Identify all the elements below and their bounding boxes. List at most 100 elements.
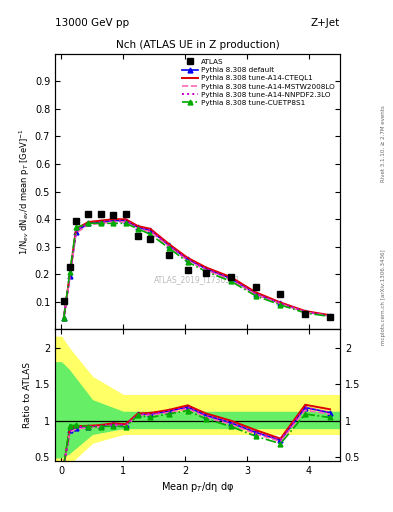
Pythia 8.308 tune-A14-MSTW2008LO xyxy=(303,309,308,315)
Pythia 8.308 tune-A14-NNPDF2.3LO xyxy=(278,300,283,306)
ATLAS xyxy=(185,267,190,273)
Pythia 8.308 tune-CUETP8S1 xyxy=(328,313,332,319)
Pythia 8.308 default xyxy=(61,315,66,322)
Pythia 8.308 tune-CUETP8S1 xyxy=(99,220,103,226)
Pythia 8.308 tune-A14-CTEQL1 xyxy=(167,241,171,247)
Y-axis label: 1/N$_{ev}$ dN$_{ev}$/d mean p$_T$ [GeV]$^{-1}$: 1/N$_{ev}$ dN$_{ev}$/d mean p$_T$ [GeV]$… xyxy=(18,129,32,255)
Text: mcplots.cern.ch [arXiv:1306.3436]: mcplots.cern.ch [arXiv:1306.3436] xyxy=(381,249,386,345)
Pythia 8.308 tune-A14-CTEQL1 xyxy=(99,218,103,224)
Pythia 8.308 tune-CUETP8S1 xyxy=(303,310,308,316)
ATLAS xyxy=(99,210,103,217)
Pythia 8.308 tune-A14-NNPDF2.3LO xyxy=(61,315,66,322)
Pythia 8.308 tune-CUETP8S1 xyxy=(61,315,66,322)
Pythia 8.308 default xyxy=(99,219,103,225)
Pythia 8.308 tune-A14-NNPDF2.3LO xyxy=(204,266,209,272)
Pythia 8.308 tune-A14-CTEQL1 xyxy=(204,264,209,270)
Pythia 8.308 tune-CUETP8S1 xyxy=(136,226,140,232)
Pythia 8.308 tune-A14-MSTW2008LO xyxy=(167,244,171,250)
Line: Pythia 8.308 tune-A14-CTEQL1: Pythia 8.308 tune-A14-CTEQL1 xyxy=(64,219,330,318)
Line: Pythia 8.308 tune-A14-NNPDF2.3LO: Pythia 8.308 tune-A14-NNPDF2.3LO xyxy=(64,221,330,318)
Pythia 8.308 tune-CUETP8S1 xyxy=(278,302,283,308)
Pythia 8.308 tune-A14-MSTW2008LO xyxy=(99,220,103,226)
Pythia 8.308 default xyxy=(229,275,233,282)
Pythia 8.308 tune-A14-NNPDF2.3LO xyxy=(111,218,116,224)
ATLAS xyxy=(167,252,171,258)
Pythia 8.308 tune-A14-MSTW2008LO xyxy=(148,228,153,234)
Text: ATLAS_2019_I1736531: ATLAS_2019_I1736531 xyxy=(154,275,241,284)
Pythia 8.308 default xyxy=(185,256,190,262)
ATLAS xyxy=(111,212,116,218)
Text: 13000 GeV pp: 13000 GeV pp xyxy=(55,18,129,28)
Pythia 8.308 tune-CUETP8S1 xyxy=(123,220,128,226)
Title: Nch (ATLAS UE in Z production): Nch (ATLAS UE in Z production) xyxy=(116,40,279,50)
ATLAS xyxy=(148,236,153,242)
ATLAS xyxy=(328,314,332,320)
Pythia 8.308 tune-CUETP8S1 xyxy=(74,224,79,230)
Pythia 8.308 default xyxy=(111,218,116,224)
Pythia 8.308 tune-A14-CTEQL1 xyxy=(61,315,66,322)
Pythia 8.308 tune-A14-MSTW2008LO xyxy=(278,301,283,307)
Pythia 8.308 tune-A14-MSTW2008LO xyxy=(68,274,72,280)
ATLAS xyxy=(229,274,233,280)
Pythia 8.308 tune-A14-MSTW2008LO xyxy=(185,258,190,264)
Pythia 8.308 tune-A14-NNPDF2.3LO xyxy=(303,309,308,315)
Pythia 8.308 tune-CUETP8S1 xyxy=(204,268,209,274)
Pythia 8.308 tune-A14-NNPDF2.3LO xyxy=(328,313,332,319)
Pythia 8.308 default xyxy=(148,227,153,233)
Pythia 8.308 tune-A14-MSTW2008LO xyxy=(253,291,258,297)
Pythia 8.308 tune-A14-MSTW2008LO xyxy=(328,313,332,319)
Pythia 8.308 default xyxy=(278,300,283,306)
Pythia 8.308 tune-A14-CTEQL1 xyxy=(74,226,79,232)
Pythia 8.308 default xyxy=(74,228,79,234)
ATLAS xyxy=(136,232,140,239)
Pythia 8.308 tune-A14-CTEQL1 xyxy=(253,289,258,295)
Y-axis label: Ratio to ATLAS: Ratio to ATLAS xyxy=(23,362,32,428)
Pythia 8.308 tune-CUETP8S1 xyxy=(253,293,258,299)
ATLAS xyxy=(303,311,308,317)
Pythia 8.308 tune-A14-NNPDF2.3LO xyxy=(123,218,128,224)
Pythia 8.308 tune-CUETP8S1 xyxy=(68,268,72,274)
Pythia 8.308 tune-A14-CTEQL1 xyxy=(328,312,332,318)
Line: Pythia 8.308 tune-A14-MSTW2008LO: Pythia 8.308 tune-A14-MSTW2008LO xyxy=(64,222,330,318)
ATLAS xyxy=(61,297,66,304)
Pythia 8.308 tune-A14-NNPDF2.3LO xyxy=(148,227,153,233)
Pythia 8.308 default xyxy=(86,220,91,226)
Pythia 8.308 tune-A14-NNPDF2.3LO xyxy=(229,275,233,282)
Pythia 8.308 default xyxy=(303,309,308,315)
Pythia 8.308 tune-A14-MSTW2008LO xyxy=(136,226,140,232)
Pythia 8.308 tune-A14-MSTW2008LO xyxy=(229,277,233,283)
Pythia 8.308 tune-A14-CTEQL1 xyxy=(148,226,153,232)
ATLAS xyxy=(86,210,91,217)
Pythia 8.308 tune-A14-NNPDF2.3LO xyxy=(253,291,258,297)
Pythia 8.308 default xyxy=(328,313,332,319)
Pythia 8.308 tune-A14-NNPDF2.3LO xyxy=(167,242,171,248)
Pythia 8.308 tune-A14-CTEQL1 xyxy=(278,300,283,306)
Pythia 8.308 default xyxy=(136,224,140,230)
ATLAS xyxy=(74,218,79,224)
ATLAS xyxy=(278,291,283,297)
ATLAS xyxy=(68,264,72,270)
Pythia 8.308 tune-CUETP8S1 xyxy=(229,278,233,284)
Pythia 8.308 tune-A14-MSTW2008LO xyxy=(74,230,79,236)
Pythia 8.308 tune-A14-MSTW2008LO xyxy=(204,267,209,273)
Pythia 8.308 tune-A14-NNPDF2.3LO xyxy=(136,224,140,230)
Pythia 8.308 tune-A14-CTEQL1 xyxy=(136,223,140,229)
Line: Pythia 8.308 default: Pythia 8.308 default xyxy=(61,218,332,321)
Pythia 8.308 tune-A14-MSTW2008LO xyxy=(123,219,128,225)
Pythia 8.308 tune-A14-CTEQL1 xyxy=(123,216,128,222)
Pythia 8.308 tune-A14-MSTW2008LO xyxy=(111,219,116,225)
Pythia 8.308 default xyxy=(204,266,209,272)
Pythia 8.308 tune-CUETP8S1 xyxy=(111,220,116,226)
Text: Rivet 3.1.10, ≥ 2.7M events: Rivet 3.1.10, ≥ 2.7M events xyxy=(381,105,386,182)
Pythia 8.308 tune-A14-MSTW2008LO xyxy=(86,222,91,228)
Pythia 8.308 default xyxy=(167,242,171,248)
X-axis label: Mean p$_T$/dη dφ: Mean p$_T$/dη dφ xyxy=(161,480,234,494)
Legend: ATLAS, Pythia 8.308 default, Pythia 8.308 tune-A14-CTEQL1, Pythia 8.308 tune-A14: ATLAS, Pythia 8.308 default, Pythia 8.30… xyxy=(181,57,336,108)
ATLAS xyxy=(253,284,258,290)
Text: Z+Jet: Z+Jet xyxy=(311,18,340,28)
Pythia 8.308 tune-A14-CTEQL1 xyxy=(111,216,116,222)
Pythia 8.308 tune-A14-MSTW2008LO xyxy=(61,315,66,322)
Pythia 8.308 default xyxy=(253,291,258,297)
Pythia 8.308 tune-A14-CTEQL1 xyxy=(185,255,190,261)
Pythia 8.308 tune-A14-CTEQL1 xyxy=(86,219,91,225)
